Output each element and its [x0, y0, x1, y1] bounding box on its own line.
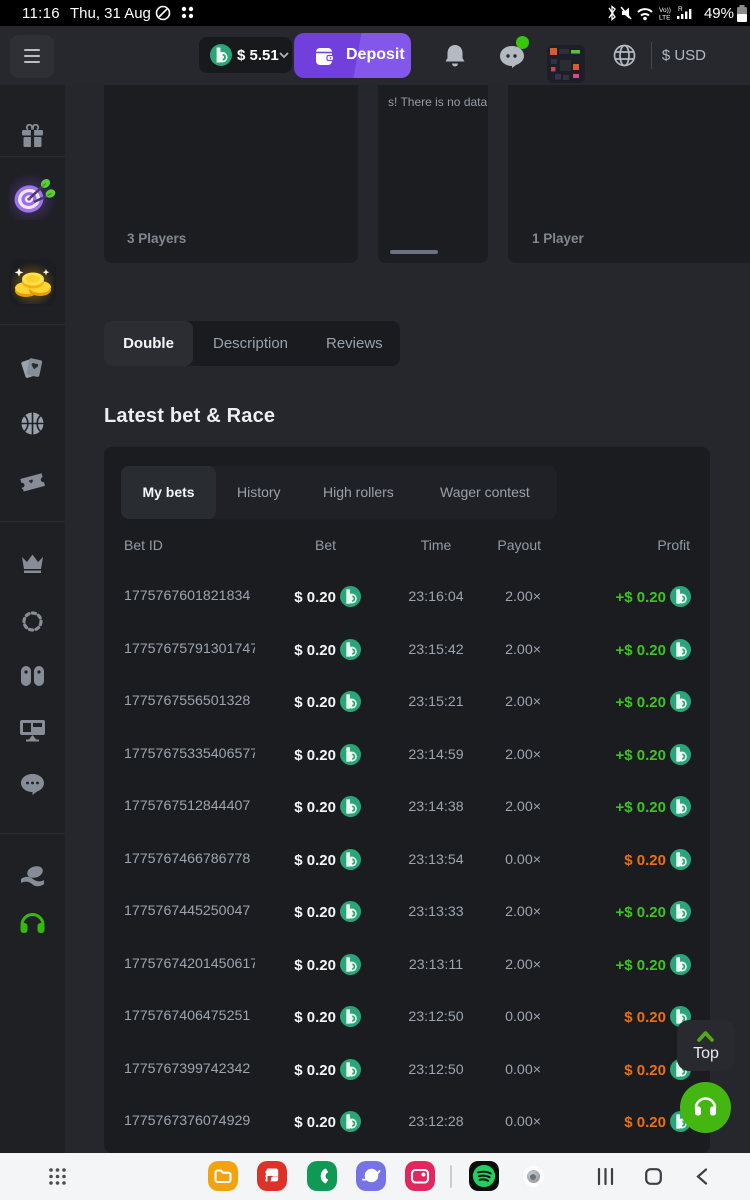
svg-text:Vo)): Vo)) [659, 7, 671, 14]
svg-text:LTE: LTE [659, 15, 671, 22]
svg-text:R: R [678, 6, 683, 13]
